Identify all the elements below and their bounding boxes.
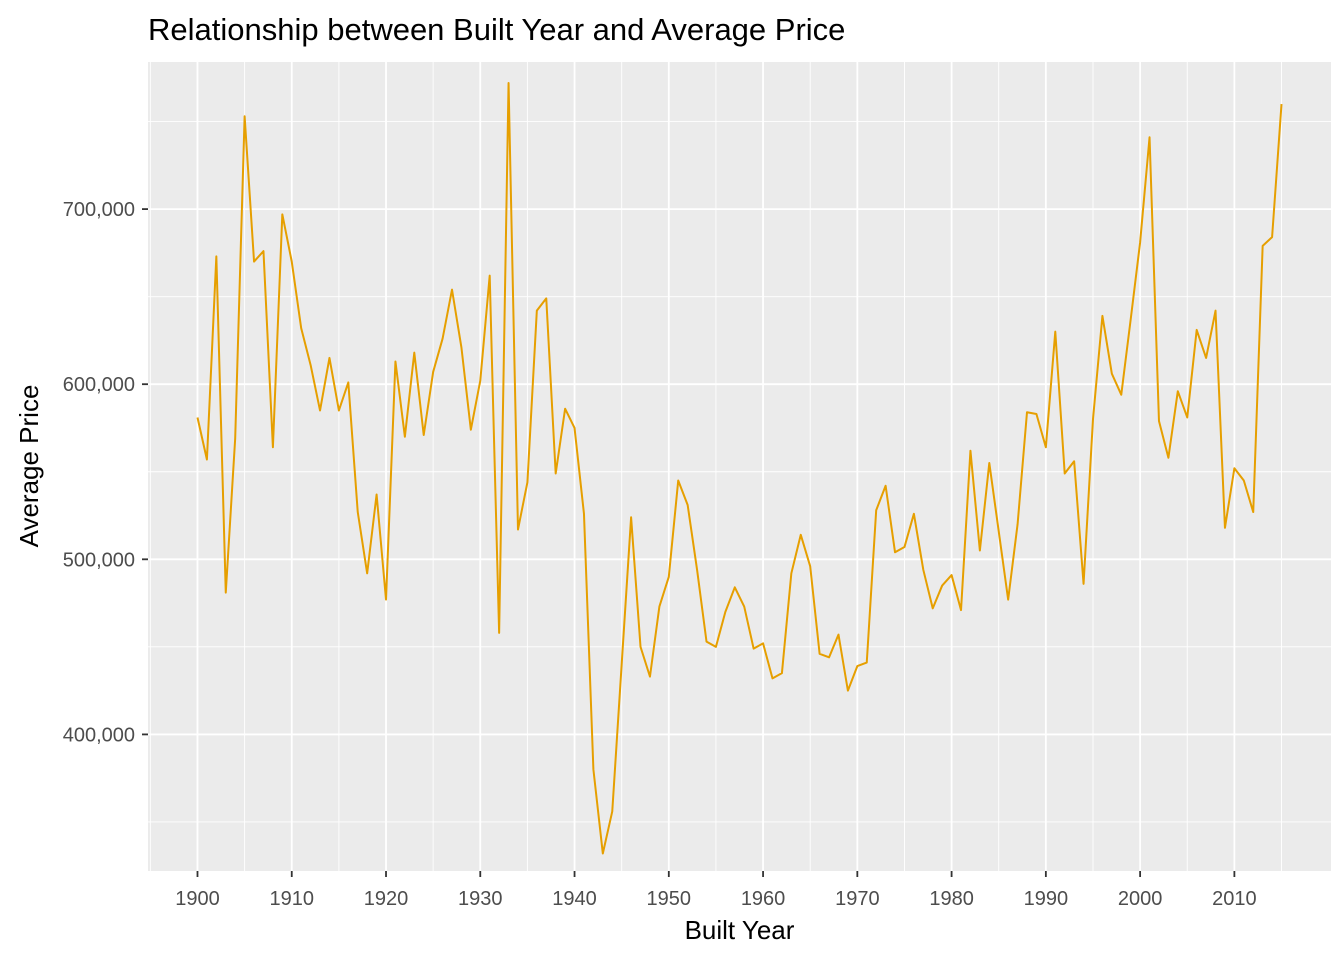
major-gridlines-x: [196, 62, 1236, 871]
x-tick-label: 1920: [364, 888, 409, 910]
minor-gridlines-x: [149, 62, 1282, 871]
y-tick-label: 700,000: [63, 199, 135, 221]
y-axis-title: Average Price: [14, 385, 44, 548]
x-tick-label: 2000: [1118, 888, 1163, 910]
y-tick-label: 600,000: [63, 374, 135, 396]
x-tick-label: 2010: [1212, 888, 1257, 910]
plot-panel: [148, 62, 1331, 871]
x-tick-label: 1940: [552, 888, 597, 910]
x-axis-title: Built Year: [685, 915, 795, 945]
y-axis: 400,000 500,000 600,000 700,000: [63, 199, 148, 746]
x-tick-label: 1960: [741, 888, 786, 910]
series-line-average-price: [196, 82, 1283, 855]
y-tick-label: 500,000: [63, 549, 135, 571]
x-tick-label: 1910: [270, 888, 315, 910]
chart-title: Relationship between Built Year and Aver…: [148, 12, 845, 47]
x-axis: 1900 1910 1920 1930 1940 1950 1960 1970 1980 1990…: [175, 871, 1257, 910]
x-tick-label: 1930: [458, 888, 503, 910]
x-tick-label: 1980: [929, 888, 974, 910]
x-tick-label: 1900: [175, 888, 220, 910]
y-tick-label: 400,000: [63, 724, 135, 746]
x-tick-label: 1950: [647, 888, 692, 910]
x-tick-label: 1990: [1024, 888, 1069, 910]
x-tick-label: 1970: [835, 888, 880, 910]
major-gridlines-y: [148, 208, 1331, 736]
